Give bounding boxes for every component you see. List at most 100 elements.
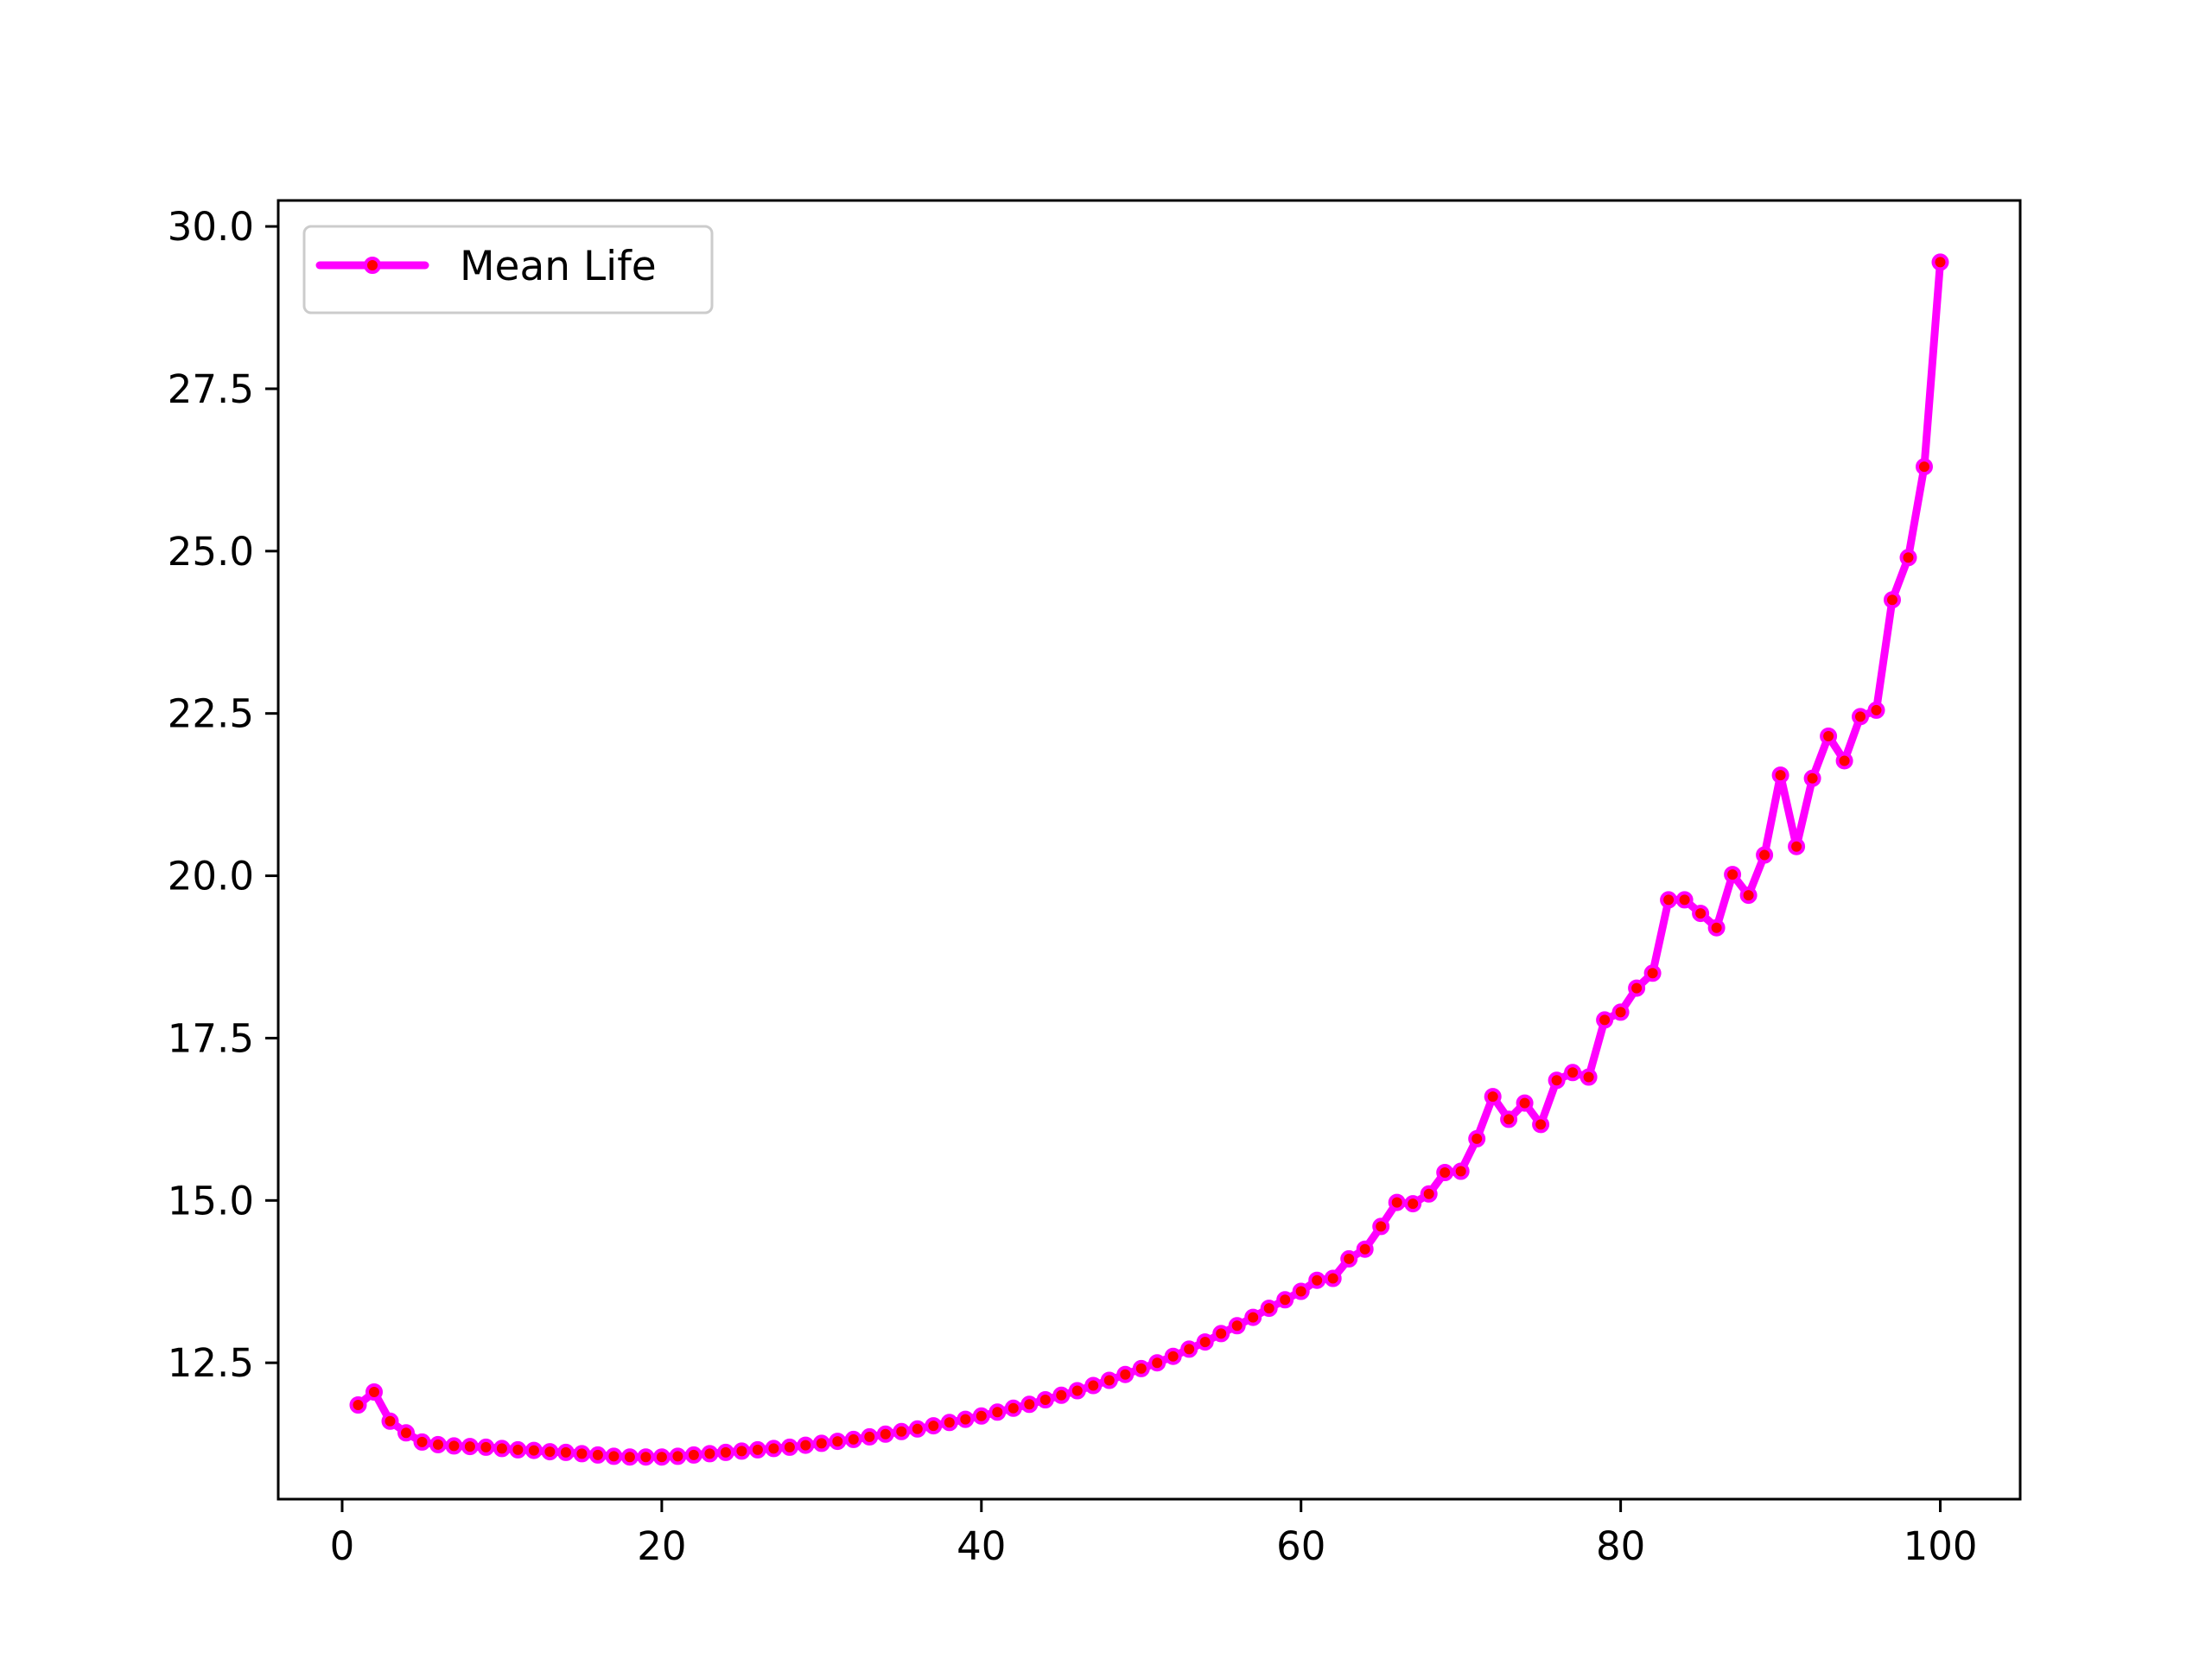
data-point [1452,1162,1470,1180]
x-tick-label: 60 [1276,1523,1325,1569]
data-point [1707,918,1726,937]
data-point [573,1445,591,1463]
data-point [1356,1240,1374,1258]
y-tick-label: 20.0 [168,854,254,899]
x-tick-label: 100 [1904,1523,1978,1569]
data-point [1564,1064,1582,1082]
data-point [1324,1269,1342,1287]
data-point [1835,752,1853,770]
x-tick-label: 80 [1596,1523,1645,1569]
data-point [701,1445,719,1463]
data-point [1803,769,1821,787]
data-point [637,1448,655,1466]
data-point [1180,1340,1198,1358]
data-point [1164,1347,1182,1365]
x-tick-label: 20 [637,1523,686,1569]
data-point [1756,846,1774,864]
data-point [1004,1399,1022,1417]
data-point [1340,1249,1358,1268]
data-point [509,1440,527,1459]
data-point [1116,1365,1135,1383]
data-point [1228,1317,1246,1335]
data-point [669,1447,687,1465]
data-point [1852,708,1869,726]
data-point [1867,701,1885,719]
data-point [1643,964,1662,982]
data-point [541,1443,559,1461]
data-point [1596,1011,1614,1029]
data-point [1484,1088,1502,1106]
data-point [733,1442,751,1460]
data-point [1276,1291,1294,1309]
data-point [1436,1164,1454,1181]
data-point [1692,905,1710,923]
data-point [477,1438,495,1456]
axes: 0 20 40 60 80 100 12.5 15.0 17.5 20.0 22.5 25.0 27.5… [168,199,2022,1569]
y-tick-label: 30.0 [168,204,254,250]
data-point [1580,1068,1598,1086]
x-tick-label: 0 [330,1523,355,1569]
data-point [1244,1308,1262,1326]
data-point [748,1440,766,1459]
legend-label: Mean Life [460,243,657,290]
data-point [940,1414,958,1432]
data-point [1388,1193,1406,1211]
data-point [1516,1094,1534,1112]
data-point [925,1417,943,1435]
data-point [797,1436,815,1454]
data-point [1916,458,1933,476]
data-point [876,1425,894,1443]
data-point [461,1438,479,1456]
legend: Mean Life [302,225,714,315]
data-point [1500,1110,1518,1128]
data-point [1372,1217,1390,1236]
data-point [524,1441,543,1459]
data-point [957,1410,975,1428]
data-point [1931,253,1949,271]
data-point [1020,1395,1039,1414]
data-point [908,1420,926,1438]
data-point [1084,1376,1103,1395]
data-point [1884,591,1901,609]
data-point [1724,866,1742,884]
data-point [972,1407,990,1425]
data-point [1132,1359,1150,1377]
data-point [556,1443,575,1461]
legend-box [302,225,714,315]
y-tick-label: 27.5 [168,366,254,412]
data-point [1196,1333,1214,1351]
data-point [765,1440,783,1458]
data-point [349,1396,367,1414]
data-point [652,1448,671,1466]
y-tick-label: 25.0 [168,529,254,575]
data-point [413,1433,431,1451]
data-point [1548,1071,1566,1090]
data-point [1611,1003,1630,1021]
data-point [1212,1325,1230,1343]
data-point [1899,549,1917,567]
y-tick-label: 17.5 [168,1015,254,1061]
data-point [1739,887,1758,905]
data-point [893,1422,911,1440]
data-point [1532,1116,1550,1134]
data-point [1036,1391,1054,1408]
y-tick-label: 22.5 [168,691,254,737]
data-point [1404,1195,1422,1213]
data-point [1771,766,1789,785]
data-point [1420,1185,1438,1203]
data-point [1052,1386,1071,1404]
legend-marker-swatch [364,257,381,274]
data-point [1675,891,1694,909]
data-point [445,1437,463,1455]
data-point [716,1443,734,1461]
data-point [1788,837,1806,855]
data-point [780,1438,798,1456]
x-tick-label: 40 [957,1523,1006,1569]
axes-frame [276,199,2022,1501]
data-point [861,1427,879,1446]
data-point [988,1403,1007,1421]
data-point [1100,1371,1118,1389]
data-point [620,1448,639,1466]
data-point [1628,979,1646,997]
